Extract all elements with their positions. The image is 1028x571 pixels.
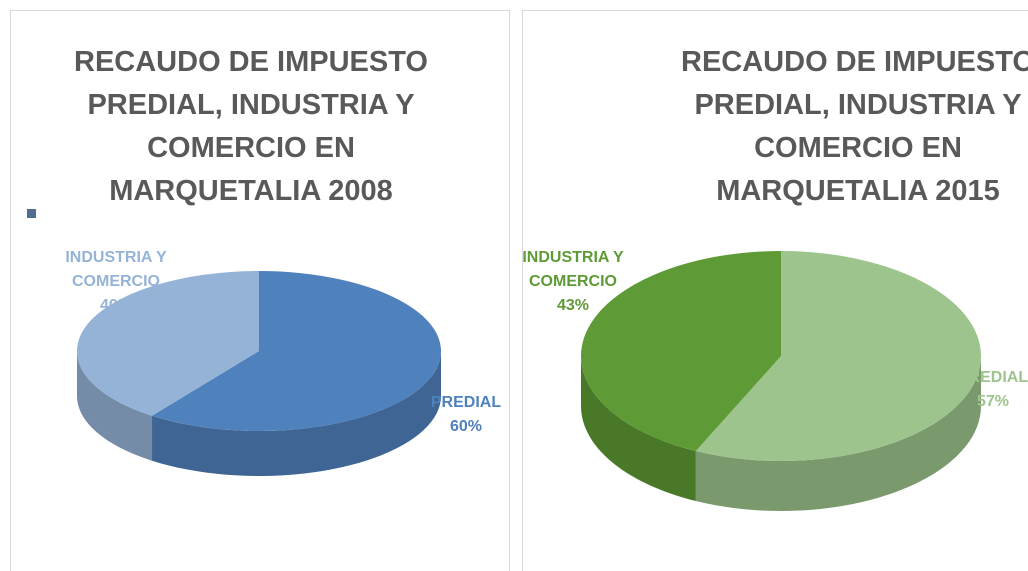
pie-side: [152, 351, 442, 476]
data-label: PREDIAL 57%: [923, 366, 1028, 414]
pie-slice: [152, 271, 441, 431]
data-label: INDUSTRIA Y COMERCIO 43%: [522, 246, 633, 318]
chart-title: RECAUDO DE IMPUESTO PREDIAL, INDUSTRIA Y…: [681, 46, 1028, 207]
chart-panel: RECAUDO DE IMPUESTO PREDIAL, INDUSTRIA Y…: [522, 10, 1028, 571]
value-label: 60%: [449, 418, 483, 435]
pie-side: [581, 356, 696, 502]
pie-slice: [76, 271, 260, 416]
data-label: PREDIAL 60%: [396, 391, 509, 439]
category-label: PREDIAL: [957, 369, 1028, 386]
chart: [27, 209, 442, 476]
pie-slice: [695, 251, 982, 462]
value-label: 57%: [976, 393, 1010, 410]
pie-slice: [581, 251, 781, 452]
value-label: 40%: [99, 297, 133, 314]
legend-icon: [27, 209, 36, 218]
category-label: INDUSTRIA Y COMERCIO: [65, 249, 167, 290]
category-label: INDUSTRIA Y COMERCIO: [522, 249, 624, 290]
data-label: INDUSTRIA Y COMERCIO 40%: [56, 246, 176, 318]
category-label: PREDIAL: [430, 394, 502, 411]
chart-title: RECAUDO DE IMPUESTO PREDIAL, INDUSTRIA Y…: [74, 46, 428, 207]
pie-side: [77, 351, 153, 461]
chart-panel: RECAUDO DE IMPUESTO PREDIAL, INDUSTRIA Y…: [10, 10, 510, 571]
pie-side: [695, 356, 981, 511]
chart: [581, 251, 982, 511]
value-label: 43%: [556, 297, 590, 314]
